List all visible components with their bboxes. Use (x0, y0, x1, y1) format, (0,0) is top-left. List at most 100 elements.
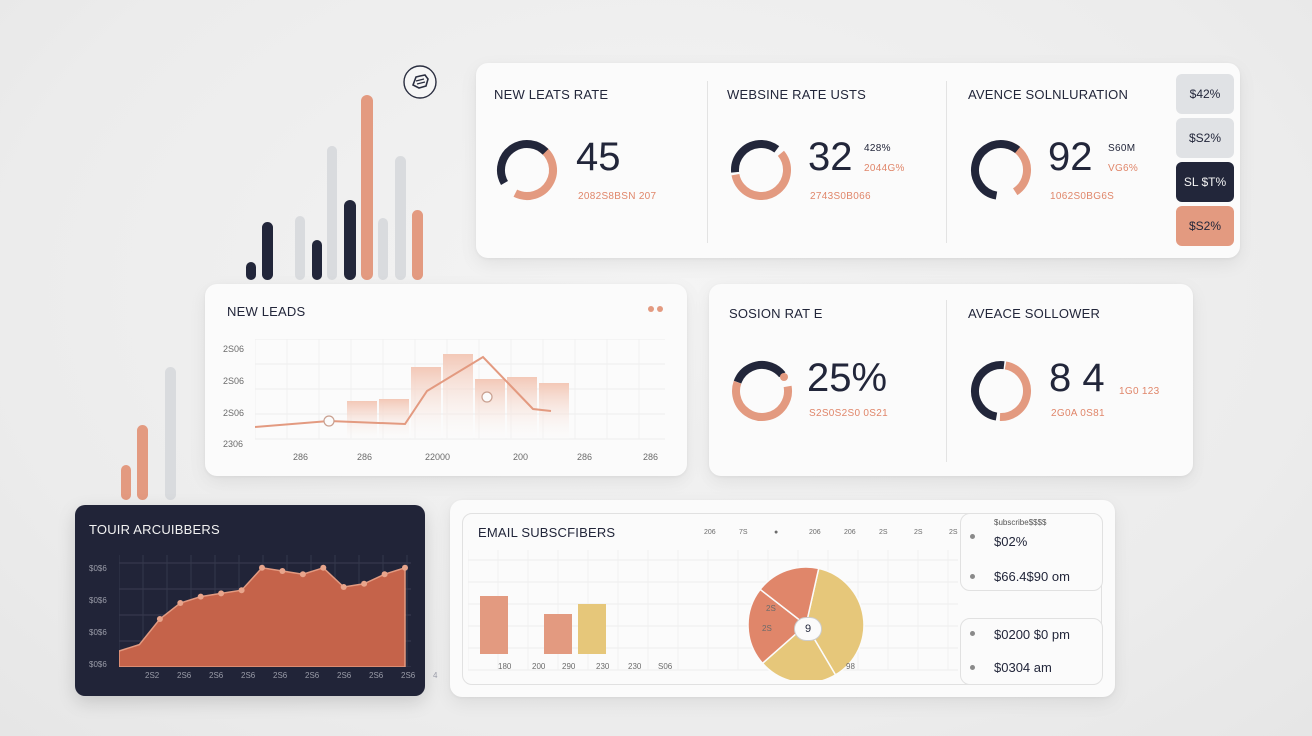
line-marker[interactable] (323, 415, 335, 427)
x-tick: 22000 (425, 452, 451, 462)
area-marker (197, 593, 204, 600)
x-tick: 180 (498, 662, 512, 671)
x-tick: 200 (532, 662, 546, 671)
decorative-bar (295, 216, 305, 280)
bar (475, 379, 505, 439)
metric-sub: S2S0S2S0 0S21 (809, 408, 888, 419)
x-tick: 286 (577, 452, 593, 462)
decorative-bar (262, 222, 273, 280)
x-tick: 2S6 (177, 671, 192, 680)
x-tick: 2S6 (273, 671, 288, 680)
bar (347, 401, 377, 439)
metric-value: 92 (1048, 135, 1093, 179)
metric-side: VG6% (1108, 163, 1139, 174)
legend-value: $0304 am (994, 660, 1052, 675)
y-tick: 2S06 (223, 376, 245, 386)
legend-dot (970, 534, 975, 539)
metric-title: SOSION RAT E (729, 306, 823, 321)
area-marker (320, 564, 327, 571)
area-marker (177, 600, 184, 606)
y-tick: 2S06 (223, 344, 245, 354)
subscribers-area-chart (119, 555, 411, 667)
subscribers-card: TOUIR ARCUIBBERS $0$6 $0$6 $0$6 $0$6 2S2… (75, 505, 437, 696)
area-marker (279, 568, 286, 574)
x-tick: 2S6 (401, 671, 416, 680)
subscribers-area (119, 566, 406, 667)
decorative-bar (327, 146, 337, 166)
area-marker (238, 587, 245, 594)
bar (480, 596, 508, 654)
x-tick: 230 (596, 662, 610, 671)
legend-dot (970, 631, 975, 636)
header-tick: 7S (739, 529, 748, 536)
y-tick: $0$6 (89, 564, 107, 573)
metric-side: 2044G% (864, 163, 905, 174)
header-tick: 2S (914, 529, 923, 536)
line-marker[interactable] (481, 391, 493, 403)
metric-side: 1G0 123 (1119, 386, 1160, 397)
filter-pill[interactable]: $S2% (1176, 118, 1234, 158)
more-dot-icon[interactable] (648, 306, 654, 312)
donut-chart (970, 140, 1031, 200)
metric-sub: 1062S0BG6S (1050, 191, 1115, 202)
area-marker (340, 584, 347, 590)
email-bar-pie-chart (468, 550, 958, 680)
metric-side: S60M (1108, 143, 1136, 154)
filter-pill[interactable]: $42% (1176, 74, 1234, 114)
filter-pill[interactable]: $S2% (1176, 206, 1234, 246)
metric-value: 25% (807, 356, 888, 400)
x-tick: 200 (513, 452, 529, 462)
filter-pill-active[interactable]: SL $T% (1176, 162, 1234, 202)
donut-chart (732, 361, 792, 421)
divider (946, 300, 947, 462)
pie-slice[interactable] (759, 566, 820, 627)
legend-dot (970, 665, 975, 670)
legend-box (960, 618, 1103, 685)
decorative-bar (137, 425, 148, 500)
bar (379, 399, 409, 439)
divider (946, 81, 947, 243)
divider (707, 81, 708, 243)
header-tick: 206 (704, 529, 716, 536)
pie-slice[interactable] (747, 588, 808, 665)
area-marker (361, 580, 368, 587)
area-marker (402, 564, 408, 571)
x-tick: 2S6 (209, 671, 224, 680)
metric-value: 45 (576, 135, 621, 179)
x-tick: 2S6 (241, 671, 256, 680)
x-tick: 2S6 (369, 671, 384, 680)
metric-title: AVENCE SOLNLURATION (968, 87, 1129, 102)
donut-chart (497, 140, 557, 200)
y-tick: $0$6 (89, 596, 107, 605)
card-title: TOUIR ARCUIBBERS (89, 522, 220, 537)
metric-value: 8 4 (1049, 356, 1105, 400)
decorative-bar (327, 146, 337, 280)
pie-label: 2S (762, 624, 772, 633)
donut-chart (731, 140, 791, 200)
decorative-bar (121, 465, 131, 500)
card-title: NEW LEADS (227, 304, 306, 319)
leads-combo-chart (255, 339, 665, 440)
decorative-bar (165, 367, 176, 500)
metric-sub: 2082S8BSN 207 (578, 191, 657, 202)
pie-slice[interactable] (761, 623, 837, 680)
y-tick: 2S06 (223, 408, 245, 418)
metric-title: NEW LEATS RATE (494, 87, 609, 102)
decorative-bar (378, 218, 388, 280)
legend-box (960, 513, 1103, 591)
hand-icon[interactable] (402, 64, 438, 105)
x-tick: S06 (658, 662, 673, 671)
decorative-bar (395, 156, 406, 280)
header-tick: 206 (809, 529, 821, 536)
y-tick: $0$6 (89, 628, 107, 637)
decorative-bar (246, 262, 256, 280)
area-marker (156, 616, 163, 622)
legend-value: $0200 $0 pm (994, 627, 1070, 642)
session-card: SOSION RAT E 25% S2S0S2S0 0S21 AVEACE SO… (709, 284, 1193, 476)
x-tick: 290 (562, 662, 576, 671)
y-tick: $0$6 (89, 660, 107, 669)
metric-sub: 2743S0B066 (810, 191, 871, 202)
area-marker (381, 571, 388, 578)
more-dot-icon[interactable] (657, 306, 663, 312)
metric-side: 428% (864, 143, 891, 154)
